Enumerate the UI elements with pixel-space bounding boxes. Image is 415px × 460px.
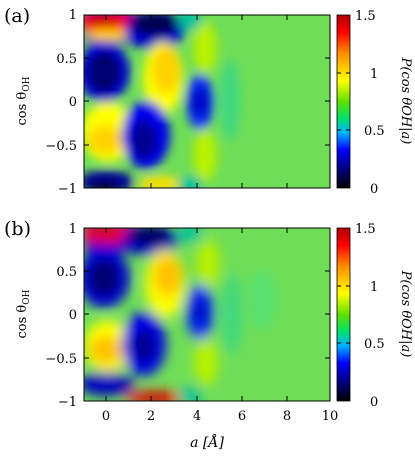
y-tick-label: −1 bbox=[58, 182, 77, 197]
panel-a: (a) bbox=[4, 5, 413, 197]
colorbar-tick-label: 1.5 bbox=[355, 222, 376, 237]
colorbar-tick-labels-b: 1.5 1 0.5 0 bbox=[355, 222, 385, 410]
y-ticks-a bbox=[84, 57, 330, 146]
y-ticks-b bbox=[84, 270, 330, 359]
heatmap-a bbox=[84, 15, 330, 188]
colorbar-ticks-a bbox=[337, 72, 350, 131]
y-tick-label: 0.5 bbox=[56, 52, 77, 67]
colorbar-tick-label: 0.5 bbox=[364, 337, 385, 352]
colorbar-b bbox=[336, 227, 351, 402]
y-tick-label: −0.5 bbox=[45, 139, 77, 154]
y-axis-label-main: cos θ bbox=[15, 92, 30, 126]
colorbar-tick-label: 0 bbox=[370, 395, 378, 410]
colorbar-tick-label: 1 bbox=[370, 280, 378, 295]
x-ticks-b bbox=[105, 228, 288, 401]
colorbar-tick-labels-a: 1.5 1 0.5 0 bbox=[355, 9, 385, 197]
y-tick-label: −1 bbox=[58, 395, 77, 410]
y-tick-label: 1 bbox=[69, 222, 77, 237]
y-tick-labels-a: 1 0.5 0 −0.5 −1 bbox=[45, 8, 77, 197]
x-tick-label: 4 bbox=[193, 409, 201, 424]
y-tick-label: 0 bbox=[69, 308, 77, 323]
y-tick-label: 0 bbox=[69, 95, 77, 110]
colorbar-ticks-b bbox=[337, 285, 350, 344]
y-tick-labels-b: 1 0.5 0 −0.5 −1 bbox=[45, 222, 77, 410]
colorbar-label-a: P(cos θOH|a) bbox=[398, 57, 413, 145]
y-axis-label-sub: OH bbox=[22, 289, 32, 304]
y-axis-label-sub: OH bbox=[22, 76, 32, 91]
y-axis-label-main: cos θ bbox=[15, 305, 30, 339]
panel-label-b: (b) bbox=[4, 218, 31, 240]
colorbar-label-b: P(cos θOH|a) bbox=[398, 270, 413, 358]
panel-b: (b) bbox=[4, 218, 413, 451]
colorbar-tick-label: 0 bbox=[370, 182, 378, 197]
x-tick-label: 8 bbox=[283, 409, 291, 424]
y-axis-label-b: cos θOH bbox=[15, 289, 32, 338]
x-axis-label: a [Å] bbox=[190, 433, 224, 451]
x-tick-labels-b: 0 2 4 6 8 10 bbox=[102, 409, 338, 424]
x-tick-label: 6 bbox=[238, 409, 246, 424]
y-tick-label: 0.5 bbox=[56, 265, 77, 280]
colorbar-tick-label: 1.5 bbox=[355, 9, 376, 24]
heatmap-b bbox=[84, 228, 330, 401]
colorbar-tick-label: 0.5 bbox=[364, 124, 385, 139]
y-axis-label-a: cos θOH bbox=[15, 76, 32, 125]
panel-label-a: (a) bbox=[4, 5, 30, 27]
x-tick-label: 2 bbox=[147, 409, 155, 424]
x-tick-label: 10 bbox=[322, 409, 339, 424]
x-ticks-a bbox=[105, 15, 288, 188]
y-tick-label: 1 bbox=[69, 8, 77, 23]
colorbar-tick-label: 1 bbox=[370, 67, 378, 82]
x-tick-label: 0 bbox=[102, 409, 110, 424]
y-tick-label: −0.5 bbox=[45, 352, 77, 367]
colorbar-a bbox=[336, 14, 351, 189]
